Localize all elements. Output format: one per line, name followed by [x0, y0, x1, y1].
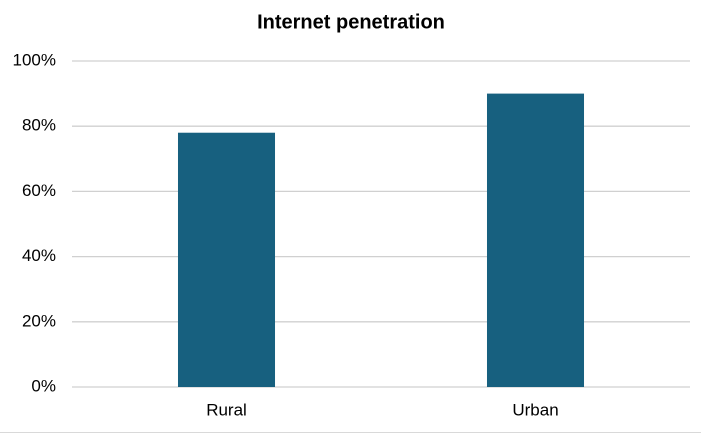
chart-title: Internet penetration: [257, 11, 445, 33]
x-tick-label: Rural: [206, 400, 247, 419]
y-tick-label: 60%: [22, 181, 56, 200]
x-tick-label: Urban: [512, 400, 558, 419]
y-tick-label: 100%: [13, 50, 56, 69]
y-tick-label: 40%: [22, 246, 56, 265]
bar: [177, 132, 276, 387]
y-tick-label: 0%: [31, 376, 56, 395]
y-tick-label: 20%: [22, 311, 56, 330]
bar: [486, 93, 585, 387]
y-tick-label: 80%: [22, 116, 56, 135]
